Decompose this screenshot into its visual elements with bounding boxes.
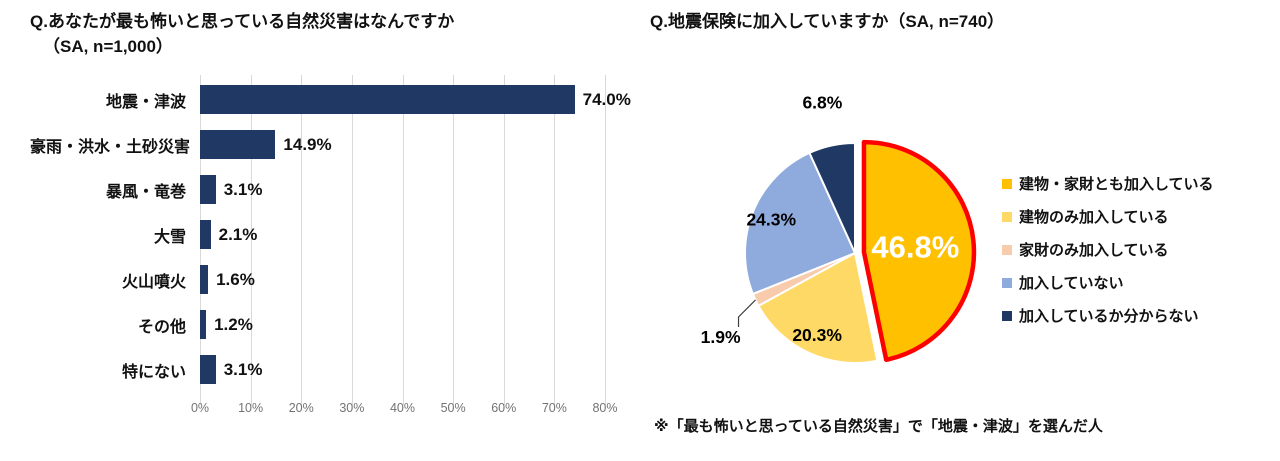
bar	[200, 310, 207, 340]
bar-category-label: 豪雨・洪水・土砂災害	[30, 138, 191, 156]
bar-value-label: 2.1%	[218, 224, 258, 244]
bar-value-label: 3.1%	[223, 359, 263, 379]
pie-slice	[744, 151, 856, 295]
bar-category-label: 大雪	[153, 228, 186, 246]
bar	[200, 175, 216, 205]
bar-chart-panel: Q.あなたが最も怖いと思っている自然災害はなんですか （SA, n=1,000）…	[30, 10, 645, 420]
pie-slice	[757, 252, 879, 364]
bar	[200, 130, 276, 160]
legend-swatch	[1002, 310, 1012, 321]
x-axis-tick: 40%	[389, 401, 416, 416]
legend-label: 加入しているか分からない	[1019, 308, 1199, 325]
x-axis-tick: 0%	[190, 401, 210, 416]
legend-swatch	[1002, 277, 1012, 288]
pie-chart-title: Q.地震保険に加入していますか（SA, n=740）	[650, 12, 1005, 31]
x-axis-spacer	[30, 392, 200, 420]
bar-chart-title-line1: Q.あなたが最も怖いと思っている自然災害はなんですか	[30, 12, 455, 31]
x-axis: 0% 10% 20% 30% 40% 50% 60% 70% 80%	[30, 392, 645, 420]
bar-row: 火山噴火 1.6%	[30, 257, 645, 302]
bar-track: 74.0%	[200, 85, 631, 115]
legend-label: 建物・家財とも加入している	[1019, 176, 1214, 193]
legend-label: 加入していない	[1019, 275, 1124, 292]
legend-swatch	[1002, 178, 1012, 189]
pie-legend: 建物・家財とも加入している 建物のみ加入している 家財のみ加入している 加入していない…	[1002, 173, 1214, 338]
pie-value-label: 6.8%	[802, 92, 842, 112]
bar-chart: 地震・津波 74.0% 豪雨・洪水・土砂災害 14.9% 暴風・竜巻 3.1% 大雪 2.1%…	[30, 75, 645, 420]
pie-slice	[861, 139, 977, 363]
pie-chart-panel: Q.地震保険に加入していますか（SA, n=740） 46.8% 20.3% 1.9…	[650, 10, 1275, 455]
pie-value-label: 24.3%	[746, 209, 796, 229]
legend-item: 建物のみ加入している	[1002, 206, 1214, 227]
bar-track: 3.1%	[200, 355, 605, 385]
bar-track: 1.6%	[200, 265, 605, 295]
pie-value-label: 46.8%	[871, 229, 959, 264]
bar-category-label: 特にない	[121, 363, 186, 381]
legend-item: 建物・家財とも加入している	[1002, 173, 1214, 194]
x-axis-tick: 30%	[339, 401, 365, 416]
pie-value-label: 20.3%	[792, 325, 842, 345]
bar-category-label: 暴風・竜巻	[105, 183, 186, 201]
bar-category-label: 火山噴火	[121, 273, 186, 291]
bar-track: 2.1%	[200, 220, 605, 250]
bar-value-label: 74.0%	[582, 89, 631, 109]
x-axis-tick: 50%	[440, 401, 466, 416]
bar-row: 大雪 2.1%	[30, 212, 645, 257]
bar-value-label: 3.1%	[223, 179, 263, 199]
bar-row: 豪雨・洪水・土砂災害 14.9%	[30, 122, 645, 167]
bar-row: 暴風・竜巻 3.1%	[30, 167, 645, 212]
bar	[200, 85, 575, 115]
legend-swatch	[1002, 211, 1012, 222]
bar-category-label: 地震・津波	[105, 93, 186, 111]
footnote: ※「最も怖いと思っている自然災害」で「地震・津波」を選んだ人	[654, 418, 1103, 435]
bar	[200, 220, 211, 250]
bar-chart-title-line2: （SA, n=1,000）	[43, 36, 173, 56]
pie-value-label: 1.9%	[701, 327, 741, 347]
bar	[200, 355, 216, 385]
bar-value-label: 1.2%	[214, 314, 253, 334]
callout-leader-line	[737, 299, 756, 327]
bar	[200, 265, 209, 295]
x-axis-tick: 80%	[592, 401, 618, 416]
bar-track: 1.2%	[200, 310, 605, 340]
bar-value-label: 1.6%	[216, 269, 255, 289]
legend-item: 家財のみ加入している	[1002, 239, 1214, 260]
x-axis-tick: 20%	[288, 401, 314, 416]
bar-track: 3.1%	[200, 175, 605, 205]
legend-swatch	[1002, 244, 1012, 255]
x-axis-track: 0% 10% 20% 30% 40% 50% 60% 70% 80%	[191, 392, 618, 420]
bar-row: その他 1.2%	[30, 302, 645, 347]
bar-chart-title: Q.あなたが最も怖いと思っている自然災害はなんですか （SA, n=1,000）	[30, 10, 645, 59]
bar-row: 地震・津波 74.0%	[30, 77, 645, 122]
bar-track: 14.9%	[200, 130, 605, 160]
bar-category-label: その他	[137, 318, 186, 336]
legend-label: 家財のみ加入している	[1019, 242, 1169, 259]
x-axis-tick: 10%	[238, 401, 264, 416]
bar-value-label: 14.9%	[283, 134, 332, 154]
x-axis-tick: 60%	[491, 401, 517, 416]
bar-row: 特にない 3.1%	[30, 347, 645, 392]
pie-chart: 46.8% 20.3% 1.9% 24.3% 6.8%	[701, 92, 977, 364]
pie-slice	[808, 142, 856, 254]
legend-item: 加入していない	[1002, 272, 1214, 293]
x-axis-tick: 70%	[541, 401, 567, 416]
legend-item: 加入しているか分からない	[1002, 305, 1214, 326]
legend-label: 建物のみ加入している	[1019, 209, 1169, 226]
